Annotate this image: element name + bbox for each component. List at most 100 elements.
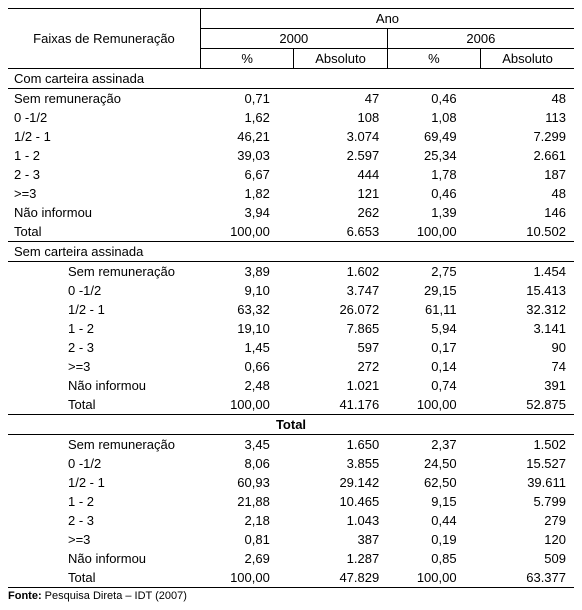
table-row: Total100,0041.176100,0052.875 xyxy=(8,395,574,415)
table-row: 0 -1/29,103.74729,1515.413 xyxy=(8,281,574,300)
row-label: 0 -1/2 xyxy=(8,454,200,473)
cell-abs-2006: 10.502 xyxy=(481,222,574,242)
row-label: Sem remuneração xyxy=(8,89,200,109)
cell-abs-2000: 41.176 xyxy=(294,395,387,415)
cell-abs-2006: 2.661 xyxy=(481,146,574,165)
row-label: 1 - 2 xyxy=(8,492,200,511)
cell-pct-2000: 100,00 xyxy=(200,222,293,242)
row-label: Total xyxy=(8,395,200,415)
remuneration-table: Faixas de Remuneração Ano 2000 2006 % Ab… xyxy=(8,8,574,588)
cell-pct-2000: 2,18 xyxy=(200,511,293,530)
cell-abs-2006: 3.141 xyxy=(481,319,574,338)
cell-abs-2006: 391 xyxy=(481,376,574,395)
row-label: Sem remuneração xyxy=(8,435,200,455)
cell-abs-2006: 120 xyxy=(481,530,574,549)
cell-pct-2006: 0,85 xyxy=(387,549,480,568)
table-row: Não informou2,691.2870,85509 xyxy=(8,549,574,568)
cell-abs-2000: 29.142 xyxy=(294,473,387,492)
cell-abs-2000: 597 xyxy=(294,338,387,357)
cell-pct-2006: 1,78 xyxy=(387,165,480,184)
cell-pct-2000: 100,00 xyxy=(200,568,293,588)
row-label: 0 -1/2 xyxy=(8,281,200,300)
cell-pct-2000: 46,21 xyxy=(200,127,293,146)
table-row: Sem remuneração3,451.6502,371.502 xyxy=(8,435,574,455)
cell-abs-2000: 1.043 xyxy=(294,511,387,530)
cell-abs-2000: 1.021 xyxy=(294,376,387,395)
section-title: Total xyxy=(8,415,574,435)
cell-abs-2000: 3.747 xyxy=(294,281,387,300)
table-row: >=31,821210,4648 xyxy=(8,184,574,203)
cell-pct-2000: 3,45 xyxy=(200,435,293,455)
row-label: 2 - 3 xyxy=(8,165,200,184)
cell-abs-2006: 63.377 xyxy=(481,568,574,588)
cell-pct-2006: 1,08 xyxy=(387,108,480,127)
cell-pct-2000: 0,66 xyxy=(200,357,293,376)
table-row: >=30,813870,19120 xyxy=(8,530,574,549)
table-row: 1/2 - 160,9329.14262,5039.611 xyxy=(8,473,574,492)
cell-pct-2000: 0,71 xyxy=(200,89,293,109)
row-label: >=3 xyxy=(8,357,200,376)
section-title: Com carteira assinada xyxy=(8,69,574,89)
cell-pct-2000: 2,69 xyxy=(200,549,293,568)
table-row: Não informou3,942621,39146 xyxy=(8,203,574,222)
row-label: Não informou xyxy=(8,376,200,395)
cell-pct-2006: 0,19 xyxy=(387,530,480,549)
table-row: Não informou2,481.0210,74391 xyxy=(8,376,574,395)
table-row: 2 - 32,181.0430,44279 xyxy=(8,511,574,530)
section-header: Com carteira assinada xyxy=(8,69,574,89)
section-title: Sem carteira assinada xyxy=(8,242,574,262)
cell-pct-2000: 63,32 xyxy=(200,300,293,319)
cell-pct-2000: 39,03 xyxy=(200,146,293,165)
header-pct-2000: % xyxy=(200,49,293,69)
cell-pct-2000: 1,62 xyxy=(200,108,293,127)
cell-pct-2000: 1,45 xyxy=(200,338,293,357)
cell-abs-2006: 15.527 xyxy=(481,454,574,473)
cell-pct-2006: 62,50 xyxy=(387,473,480,492)
row-label: 1/2 - 1 xyxy=(8,300,200,319)
row-label: 0 -1/2 xyxy=(8,108,200,127)
cell-pct-2000: 3,94 xyxy=(200,203,293,222)
row-label: 1/2 - 1 xyxy=(8,127,200,146)
cell-abs-2000: 10.465 xyxy=(294,492,387,511)
cell-abs-2000: 3.074 xyxy=(294,127,387,146)
cell-abs-2006: 1.502 xyxy=(481,435,574,455)
cell-abs-2006: 113 xyxy=(481,108,574,127)
cell-pct-2000: 8,06 xyxy=(200,454,293,473)
cell-pct-2006: 5,94 xyxy=(387,319,480,338)
fonte-text: Pesquisa Direta – IDT (2007) xyxy=(45,590,187,602)
cell-pct-2000: 21,88 xyxy=(200,492,293,511)
row-label: 1 - 2 xyxy=(8,146,200,165)
cell-abs-2006: 509 xyxy=(481,549,574,568)
row-label: 1 - 2 xyxy=(8,319,200,338)
cell-abs-2000: 6.653 xyxy=(294,222,387,242)
header-abs-2006: Absoluto xyxy=(481,49,574,69)
table-row: 2 - 31,455970,1790 xyxy=(8,338,574,357)
cell-abs-2000: 1.287 xyxy=(294,549,387,568)
header-year-2000: 2000 xyxy=(200,29,387,49)
cell-pct-2000: 60,93 xyxy=(200,473,293,492)
header-ano: Ano xyxy=(200,9,574,29)
cell-pct-2000: 6,67 xyxy=(200,165,293,184)
fonte-line: Fonte: Pesquisa Direta – IDT (2007) xyxy=(8,590,574,602)
cell-pct-2006: 0,74 xyxy=(387,376,480,395)
cell-pct-2006: 100,00 xyxy=(387,395,480,415)
cell-abs-2000: 47 xyxy=(294,89,387,109)
table-row: 1 - 219,107.8655,943.141 xyxy=(8,319,574,338)
cell-abs-2006: 15.413 xyxy=(481,281,574,300)
cell-abs-2006: 7.299 xyxy=(481,127,574,146)
cell-abs-2000: 108 xyxy=(294,108,387,127)
cell-pct-2006: 2,37 xyxy=(387,435,480,455)
cell-pct-2000: 100,00 xyxy=(200,395,293,415)
cell-pct-2000: 3,89 xyxy=(200,262,293,282)
table-row: Sem remuneração3,891.6022,751.454 xyxy=(8,262,574,282)
row-label: 2 - 3 xyxy=(8,511,200,530)
cell-pct-2006: 0,44 xyxy=(387,511,480,530)
cell-pct-2006: 2,75 xyxy=(387,262,480,282)
cell-abs-2006: 90 xyxy=(481,338,574,357)
cell-abs-2000: 387 xyxy=(294,530,387,549)
cell-abs-2000: 121 xyxy=(294,184,387,203)
table-row: 1 - 221,8810.4659,155.799 xyxy=(8,492,574,511)
header-faixas: Faixas de Remuneração xyxy=(8,9,200,69)
cell-pct-2006: 1,39 xyxy=(387,203,480,222)
table-row: Total100,006.653100,0010.502 xyxy=(8,222,574,242)
